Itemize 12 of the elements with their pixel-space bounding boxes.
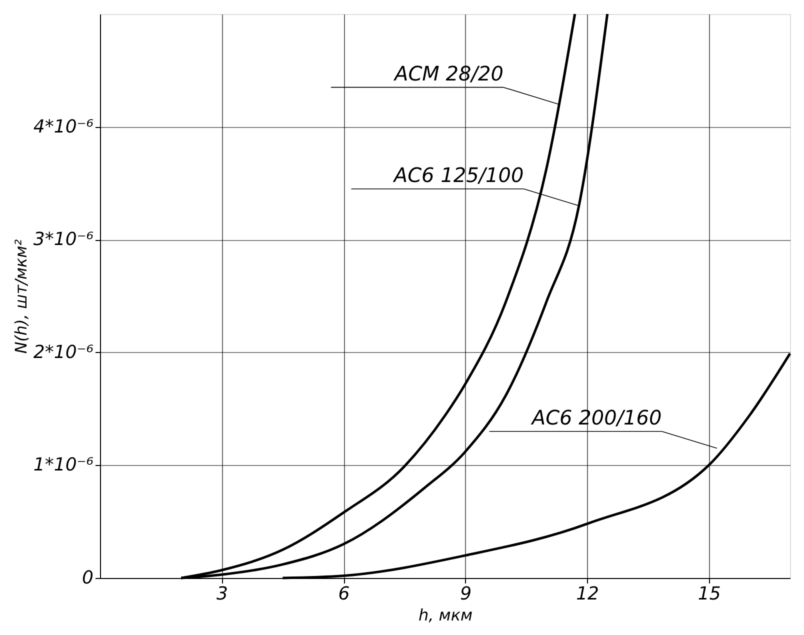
y-tick-label: 4*10⁻⁶	[33, 116, 94, 138]
x-tick-label: 12	[576, 584, 600, 604]
x-tick-label: 15	[698, 584, 721, 604]
x-tick-label: 9	[460, 584, 472, 604]
x-tick-label: 6	[338, 584, 350, 604]
x-tick-label: 3	[216, 584, 228, 604]
y-tick-label: 2*10⁻⁶	[33, 342, 94, 363]
y-axis-title: N(h), шт/мкм²	[11, 238, 30, 354]
y-tick-label: 0	[82, 568, 94, 588]
y-tick-label: 3*10⁻⁶	[33, 229, 94, 250]
y-tick-label: 1*10⁻⁶	[33, 454, 94, 476]
x-axis-title: h, мкм	[418, 606, 473, 624]
